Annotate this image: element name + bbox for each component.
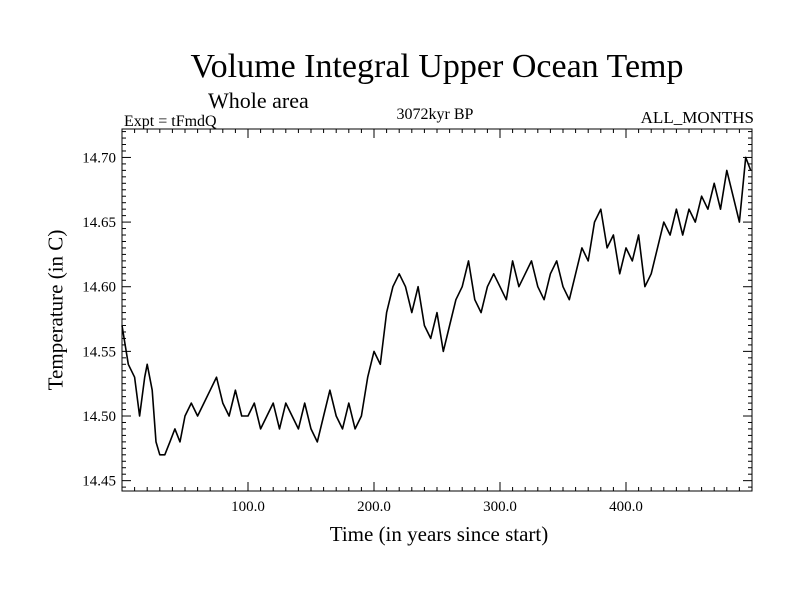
x-axis-label: Time (in years since start) bbox=[329, 522, 549, 546]
x-tick-label: 100.0 bbox=[231, 499, 265, 515]
x-tick-label: 400.0 bbox=[609, 499, 643, 515]
y-tick-label: 14.55 bbox=[82, 344, 116, 360]
x-tick-label: 300.0 bbox=[483, 499, 517, 515]
months-label: ALL_MONTHS bbox=[640, 108, 754, 127]
y-tick-label: 14.70 bbox=[82, 150, 116, 166]
plot-area bbox=[121, 156, 752, 456]
x-tick-label: 200.0 bbox=[357, 499, 391, 515]
experiment-label: Expt = tFmdQ bbox=[124, 113, 217, 130]
y-tick-label: 14.65 bbox=[82, 215, 116, 231]
period-label: 3072kyr BP bbox=[396, 106, 474, 123]
plot-frame bbox=[121, 128, 753, 492]
y-tick-label: 14.60 bbox=[82, 280, 116, 296]
y-axis-label: Temperature (in C) bbox=[43, 229, 68, 391]
y-tick-label: 14.45 bbox=[82, 474, 116, 490]
chart-subtitle: Whole area bbox=[208, 88, 309, 113]
chart-title: Volume Integral Upper Ocean Temp bbox=[190, 48, 684, 85]
y-tick-label: 14.50 bbox=[82, 409, 116, 425]
series-line bbox=[121, 156, 752, 456]
